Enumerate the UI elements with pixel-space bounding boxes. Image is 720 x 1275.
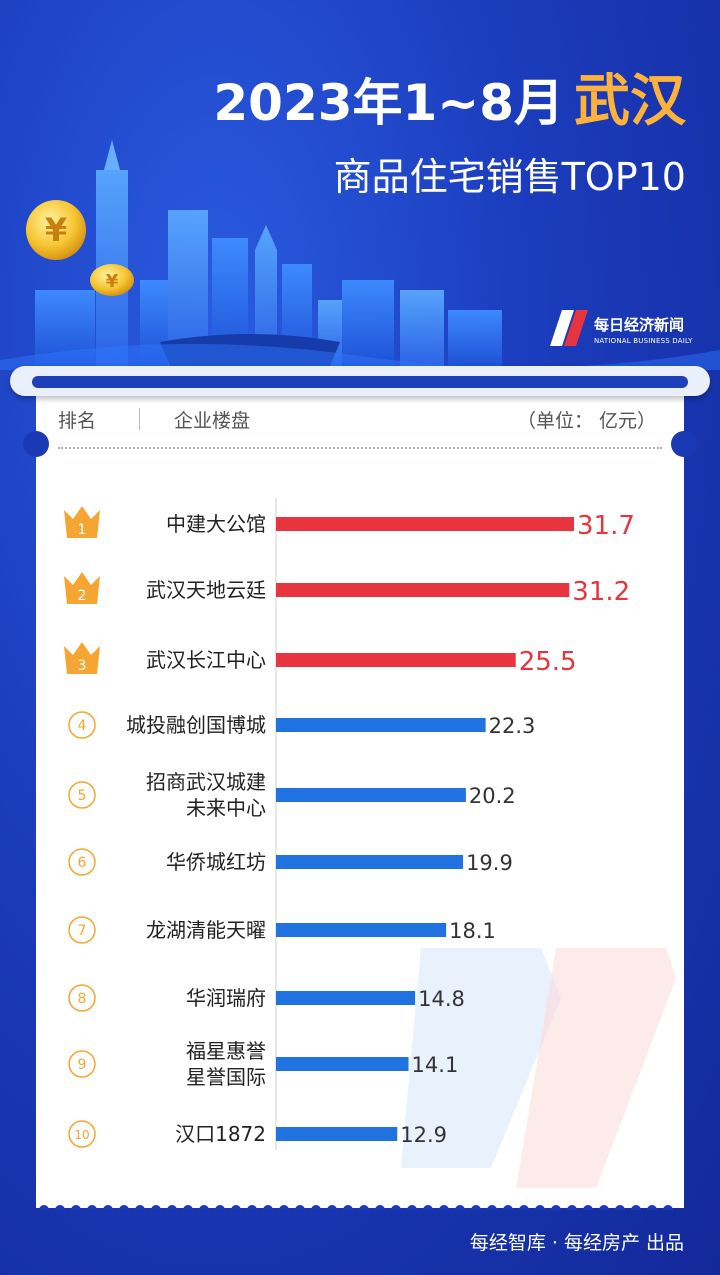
bar-9 — [276, 1057, 409, 1071]
rank-number-3: 3 — [78, 658, 87, 674]
rank-number-9: 9 — [78, 1057, 87, 1073]
bar-3 — [276, 653, 516, 667]
scroll-bar-decoration — [10, 366, 710, 396]
category-label-5-line-1: 招商武汉城建 — [146, 770, 266, 794]
rank-circle-icon-5 — [68, 781, 96, 809]
category-label-9-line-2: 星誉国际 — [186, 1065, 266, 1089]
category-label-1: 中建大公馆 — [166, 512, 266, 536]
value-label-7: 18.1 — [449, 919, 496, 943]
rank-number-1: 1 — [78, 522, 87, 538]
category-label-4: 城投融创国博城 — [126, 713, 266, 737]
value-label-10: 12.9 — [400, 1123, 447, 1147]
card-notch-left — [23, 431, 49, 457]
value-label-3: 25.5 — [519, 647, 577, 677]
rank-circle-icon-7 — [68, 916, 96, 944]
value-label-5: 20.2 — [469, 784, 516, 808]
svg-text:¥: ¥ — [106, 271, 119, 292]
crown-icon-2 — [64, 572, 100, 604]
rank-circle-icon-10 — [68, 1120, 96, 1148]
brand-name-en: NATIONAL BUSINESS DAILY — [594, 337, 693, 345]
category-label-6: 华侨城红坊 — [166, 850, 266, 874]
category-label-5-line-2: 未来中心 — [186, 796, 266, 820]
bar-1 — [276, 517, 574, 531]
rank-circle-icon-9 — [68, 1050, 96, 1078]
bar-chart: 31.7 中建大公馆 1 31.2 武汉天地云廷 2 25.5 武汉长江中心 3 22.3 城投融创… — [64, 498, 635, 1150]
rank-number-4: 4 — [78, 718, 87, 734]
bar-6 — [276, 855, 464, 869]
svg-text:¥: ¥ — [45, 211, 67, 249]
page-title: 2023年1~8月 武汉 — [213, 56, 686, 134]
rank-number-5: 5 — [78, 788, 87, 804]
value-label-4: 22.3 — [489, 714, 536, 738]
bar-8 — [276, 991, 416, 1005]
footer-credit: 每经智库 · 每经房产 出品 — [469, 1232, 684, 1254]
title-city: 武汉 — [574, 69, 686, 134]
bar-7 — [276, 923, 447, 937]
crown-icon-1 — [64, 506, 100, 538]
column-header-rank: 排名 — [58, 410, 97, 432]
rank-number-8: 8 — [78, 991, 87, 1007]
bar-4 — [276, 718, 486, 732]
value-label-6: 19.9 — [466, 851, 513, 875]
card-bottom-edge — [39, 1205, 673, 1210]
value-label-9: 14.1 — [412, 1053, 459, 1077]
category-label-3: 武汉长江中心 — [146, 648, 266, 672]
rank-number-6: 6 — [78, 855, 87, 871]
column-divider — [139, 408, 140, 430]
crown-icon-3 — [64, 642, 100, 674]
rank-number-2: 2 — [78, 588, 87, 604]
rank-number-7: 7 — [78, 923, 87, 939]
category-label-8: 华润瑞府 — [186, 986, 266, 1010]
category-label-2: 武汉天地云廷 — [146, 578, 266, 602]
nbd-logo-icon — [550, 310, 588, 346]
bar-10 — [276, 1127, 398, 1141]
brand-logo: 每日经济新闻 NATIONAL BUSINESS DAILY — [548, 308, 698, 348]
rank-circle-icon-4 — [68, 711, 96, 739]
brand-name-cn: 每日经济新闻 — [594, 316, 685, 334]
value-label-1: 31.7 — [577, 511, 635, 541]
rank-circle-icon-8 — [68, 984, 96, 1012]
category-label-9-line-1: 福星惠誉 — [186, 1039, 266, 1063]
value-label-2: 31.2 — [572, 577, 630, 607]
category-label-10: 汉口1872 — [175, 1122, 266, 1146]
rank-circle-icon-6 — [68, 848, 96, 876]
value-label-8: 14.8 — [418, 987, 465, 1011]
category-label-7: 龙湖清能天曜 — [146, 918, 266, 942]
bar-5 — [276, 788, 466, 802]
bar-2 — [276, 583, 570, 597]
title-period: 2023年1~8月 — [213, 74, 564, 132]
page-subtitle: 商品住宅销售TOP10 — [333, 155, 686, 199]
rank-number-10: 10 — [74, 1128, 89, 1142]
unit-label: （单位： 亿元） — [516, 410, 656, 432]
city-skyline-illustration: ¥ ¥ — [0, 140, 720, 370]
column-header-project: 企业楼盘 — [174, 410, 251, 432]
card-notch-right — [671, 431, 697, 457]
card-watermark — [401, 948, 676, 1188]
header-divider — [58, 447, 662, 449]
